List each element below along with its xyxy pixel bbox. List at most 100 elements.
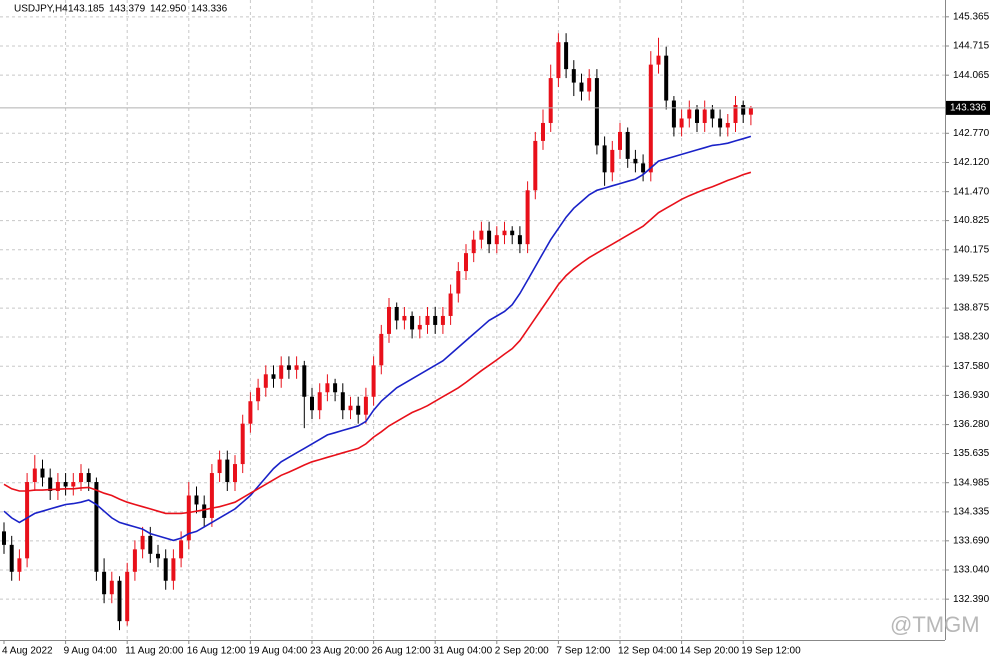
- moving-average-line: [3, 135, 752, 542]
- y-tick-label: 136.280: [953, 419, 990, 430]
- x-tick-label: 19 Aug 04:00: [248, 646, 307, 657]
- moving-average-line: [3, 171, 752, 515]
- y-tick-label: 142.770: [953, 128, 990, 139]
- candle-body: [525, 190, 530, 245]
- candle-body: [371, 365, 376, 397]
- candle-body: [163, 558, 168, 581]
- candle-body: [2, 531, 6, 545]
- candle-body: [387, 306, 391, 334]
- candle-body: [587, 78, 592, 92]
- candle-body: [548, 78, 553, 123]
- candle-body: [618, 131, 622, 150]
- candle-body: [671, 100, 676, 128]
- candle-body: [294, 365, 299, 370]
- y-tick-label: 135.635: [953, 448, 990, 459]
- candle-body: [194, 495, 199, 505]
- candle-body: [687, 109, 692, 119]
- candle-body: [610, 149, 615, 173]
- x-tick-label: 7 Sep 12:00: [556, 646, 610, 657]
- candle-body: [271, 374, 276, 379]
- candle-body: [302, 365, 307, 397]
- candle-body: [748, 107, 753, 115]
- x-tick-label: 16 Aug 12:00: [187, 646, 246, 657]
- y-tick-label: 140.825: [953, 215, 990, 226]
- candle-body: [263, 374, 268, 388]
- candle-body: [517, 235, 522, 245]
- candle-body: [225, 459, 230, 483]
- y-tick-label: 145.365: [953, 11, 990, 22]
- y-tick-label: 132.390: [953, 594, 990, 605]
- x-tick-label: 12 Sep 04:00: [618, 646, 678, 657]
- x-tick-label: 4 Aug 2022: [2, 646, 53, 657]
- labels: 145.365 144.715 144.065 142.770 142.120 141.4…: [2, 11, 990, 657]
- candle-body: [648, 64, 653, 173]
- x-tick-label: 11 Aug 20:00: [125, 646, 184, 657]
- candle-body: [394, 306, 399, 321]
- candle-body: [179, 540, 184, 559]
- candle-body: [502, 230, 507, 236]
- candle-body: [656, 55, 661, 65]
- y-tick-label: 133.690: [953, 535, 990, 546]
- x-tick-label: 14 Sep 20:00: [680, 646, 740, 657]
- header-low: 142.950: [150, 4, 187, 15]
- candle-body: [356, 405, 361, 415]
- y-tick-label: 134.335: [953, 507, 990, 518]
- candle-body: [325, 383, 330, 393]
- candle-body: [348, 405, 353, 411]
- candle-body: [456, 271, 461, 294]
- candle-body: [217, 459, 222, 474]
- candle-body: [148, 535, 153, 554]
- candle-body: [602, 145, 607, 173]
- candle-body: [140, 535, 145, 550]
- x-tick-label: 2 Sep 20:00: [495, 646, 549, 657]
- candle-body: [379, 333, 384, 366]
- candle-body: [571, 69, 576, 83]
- candle-body: [256, 387, 261, 402]
- candle-body: [541, 122, 545, 141]
- candle-body: [171, 558, 176, 581]
- candle-body: [556, 42, 561, 79]
- y-tick-label: 136.930: [953, 390, 990, 401]
- candle-body: [633, 158, 638, 164]
- candle-body: [641, 163, 646, 173]
- candle-body: [733, 105, 738, 123]
- candle-body: [240, 423, 245, 465]
- header-high: 143.379: [109, 4, 146, 15]
- candle-body: [132, 549, 137, 572]
- candle-body: [702, 109, 707, 123]
- y-tick-label: 137.580: [953, 361, 990, 372]
- y-tick-label: 144.715: [953, 41, 990, 52]
- candle-body: [579, 82, 584, 92]
- candle-body: [410, 315, 415, 330]
- y-tick-label: 133.040: [953, 565, 990, 576]
- candle-body: [48, 477, 53, 491]
- candle-body: [117, 580, 122, 622]
- candle-body: [725, 122, 730, 128]
- candle-body: [533, 140, 538, 191]
- header-close: 143.336: [191, 4, 228, 15]
- current-price-box: [946, 100, 990, 115]
- watermark: @TMGM: [890, 612, 980, 637]
- candle-body: [363, 396, 368, 415]
- x-tick-label: 31 Aug 04:00: [433, 646, 492, 657]
- candle-body: [710, 109, 715, 119]
- candle-body: [425, 315, 430, 325]
- candle-body: [487, 230, 492, 245]
- candle-body: [32, 468, 37, 483]
- candle-body: [233, 464, 237, 483]
- candle-body: [9, 544, 14, 572]
- chart-title: USDJPY,H4: [14, 4, 68, 15]
- candle-body: [317, 392, 322, 411]
- candle-body: [55, 482, 60, 491]
- candle-body: [494, 235, 499, 245]
- candle-body: [448, 293, 453, 316]
- candle-body: [741, 105, 746, 115]
- x-tick-label: 26 Aug 12:00: [372, 646, 431, 657]
- current-price-label: 143.336: [950, 103, 987, 114]
- candle-body: [564, 42, 569, 70]
- candle-body: [594, 78, 599, 146]
- candle-body: [625, 131, 630, 159]
